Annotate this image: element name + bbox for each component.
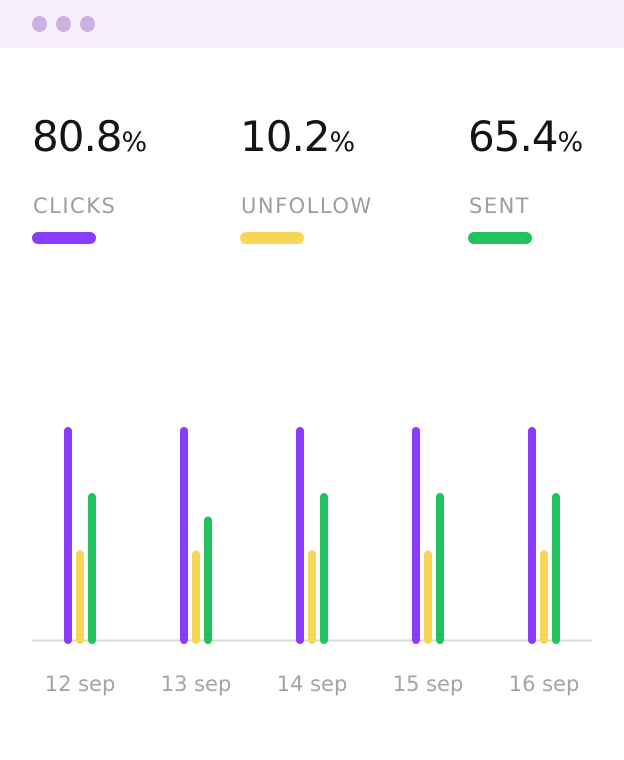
stat-unit: % bbox=[121, 127, 148, 158]
window-dot-icon bbox=[32, 16, 47, 32]
stat-value: 65.4 bbox=[468, 112, 559, 161]
legend-swatch-unfollow bbox=[240, 232, 304, 244]
x-tick-label: 16 sep bbox=[508, 672, 580, 696]
window-dot-icon bbox=[56, 16, 71, 32]
x-tick-label: 12 sep bbox=[44, 672, 116, 696]
x-tick-label: 15 sep bbox=[392, 672, 464, 696]
stat-unit: % bbox=[557, 127, 584, 158]
x-tick-label: 14 sep bbox=[276, 672, 348, 696]
window-titlebar bbox=[0, 0, 624, 48]
stat-label: CLICKS bbox=[33, 194, 117, 218]
window-dot-icon bbox=[80, 16, 95, 32]
stat-clicks: 80.8% CLICKS bbox=[32, 112, 148, 244]
stat-value: 10.2 bbox=[240, 112, 331, 161]
stat-unfollow: 10.2% UNFOLLOW bbox=[240, 112, 371, 244]
x-tick-label: 13 sep bbox=[160, 672, 232, 696]
legend-swatch-clicks bbox=[32, 232, 96, 244]
legend-swatch-sent bbox=[468, 232, 532, 244]
stat-sent: 65.4% SENT bbox=[468, 112, 584, 244]
stat-value: 80.8 bbox=[32, 112, 123, 161]
stat-unit: % bbox=[329, 127, 356, 158]
stat-label: UNFOLLOW bbox=[241, 194, 373, 218]
stat-label: SENT bbox=[469, 194, 531, 218]
